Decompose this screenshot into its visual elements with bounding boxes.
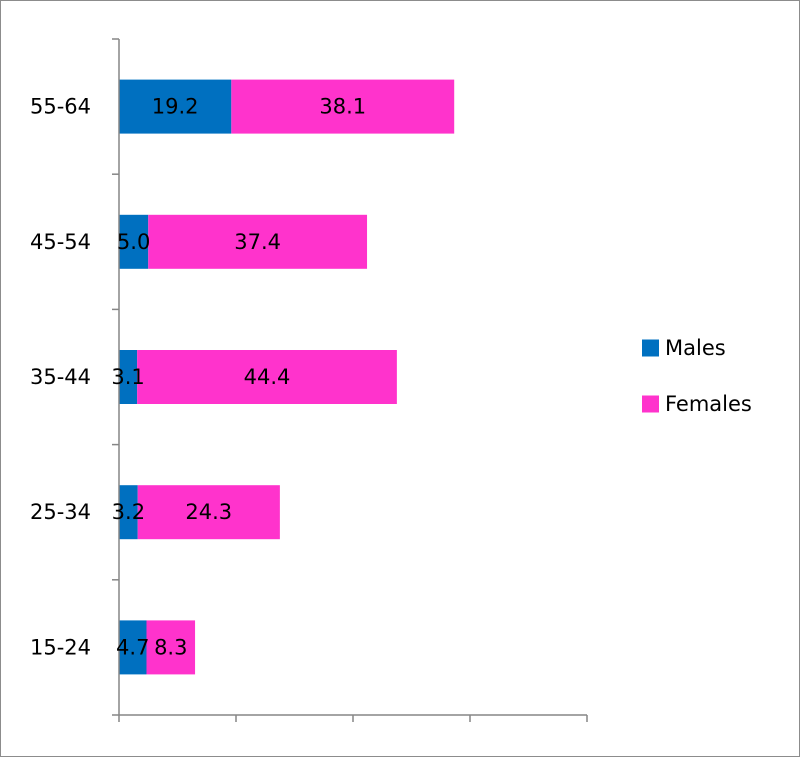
data-label-males-55-64: 19.2 xyxy=(152,95,199,119)
category-label-45-54: 45-54 xyxy=(30,230,91,254)
data-label-females-45-54: 37.4 xyxy=(234,230,281,254)
data-label-males-35-44: 3.1 xyxy=(111,365,144,389)
category-labels: 15-24 25-34 35-44 45-54 55-64 xyxy=(30,95,91,660)
bar-males-45-54 xyxy=(119,214,149,269)
bar-males-15-24 xyxy=(119,620,147,675)
data-label-females-15-24: 8.3 xyxy=(154,635,187,659)
legend: Males Females xyxy=(642,336,752,416)
bar-females-25-34 xyxy=(137,485,280,540)
bar-females-15-24 xyxy=(146,620,196,675)
data-label-females-25-34: 24.3 xyxy=(185,500,232,524)
data-label-females-35-44: 44.4 xyxy=(244,365,291,389)
legend-label-males: Males xyxy=(665,336,726,360)
data-label-males-25-34: 3.2 xyxy=(112,500,145,524)
legend-swatch-females xyxy=(642,395,659,413)
bar-females-35-44 xyxy=(137,350,397,404)
data-label-males-15-24: 4.7 xyxy=(116,635,149,659)
bar-females-55-64 xyxy=(231,79,455,134)
data-labels: 4.7 8.3 3.2 24.3 3.1 44.4 5.0 37.4 19.2 38.1 xyxy=(111,95,366,660)
data-label-females-55-64: 38.1 xyxy=(319,95,366,119)
bar-females-45-54 xyxy=(148,214,368,269)
legend-label-females: Females xyxy=(665,392,752,416)
category-label-15-24: 15-24 xyxy=(30,635,91,659)
axes-layer xyxy=(112,38,588,722)
bars-layer xyxy=(119,79,455,675)
legend-swatch-males xyxy=(642,339,659,357)
bar-males-35-44 xyxy=(119,350,138,404)
bar-males-55-64 xyxy=(119,79,232,134)
category-label-35-44: 35-44 xyxy=(30,365,91,389)
data-label-males-45-54: 5.0 xyxy=(117,230,150,254)
category-label-55-64: 55-64 xyxy=(30,95,91,119)
bar-males-25-34 xyxy=(119,485,138,540)
category-label-25-34: 25-34 xyxy=(30,500,91,524)
